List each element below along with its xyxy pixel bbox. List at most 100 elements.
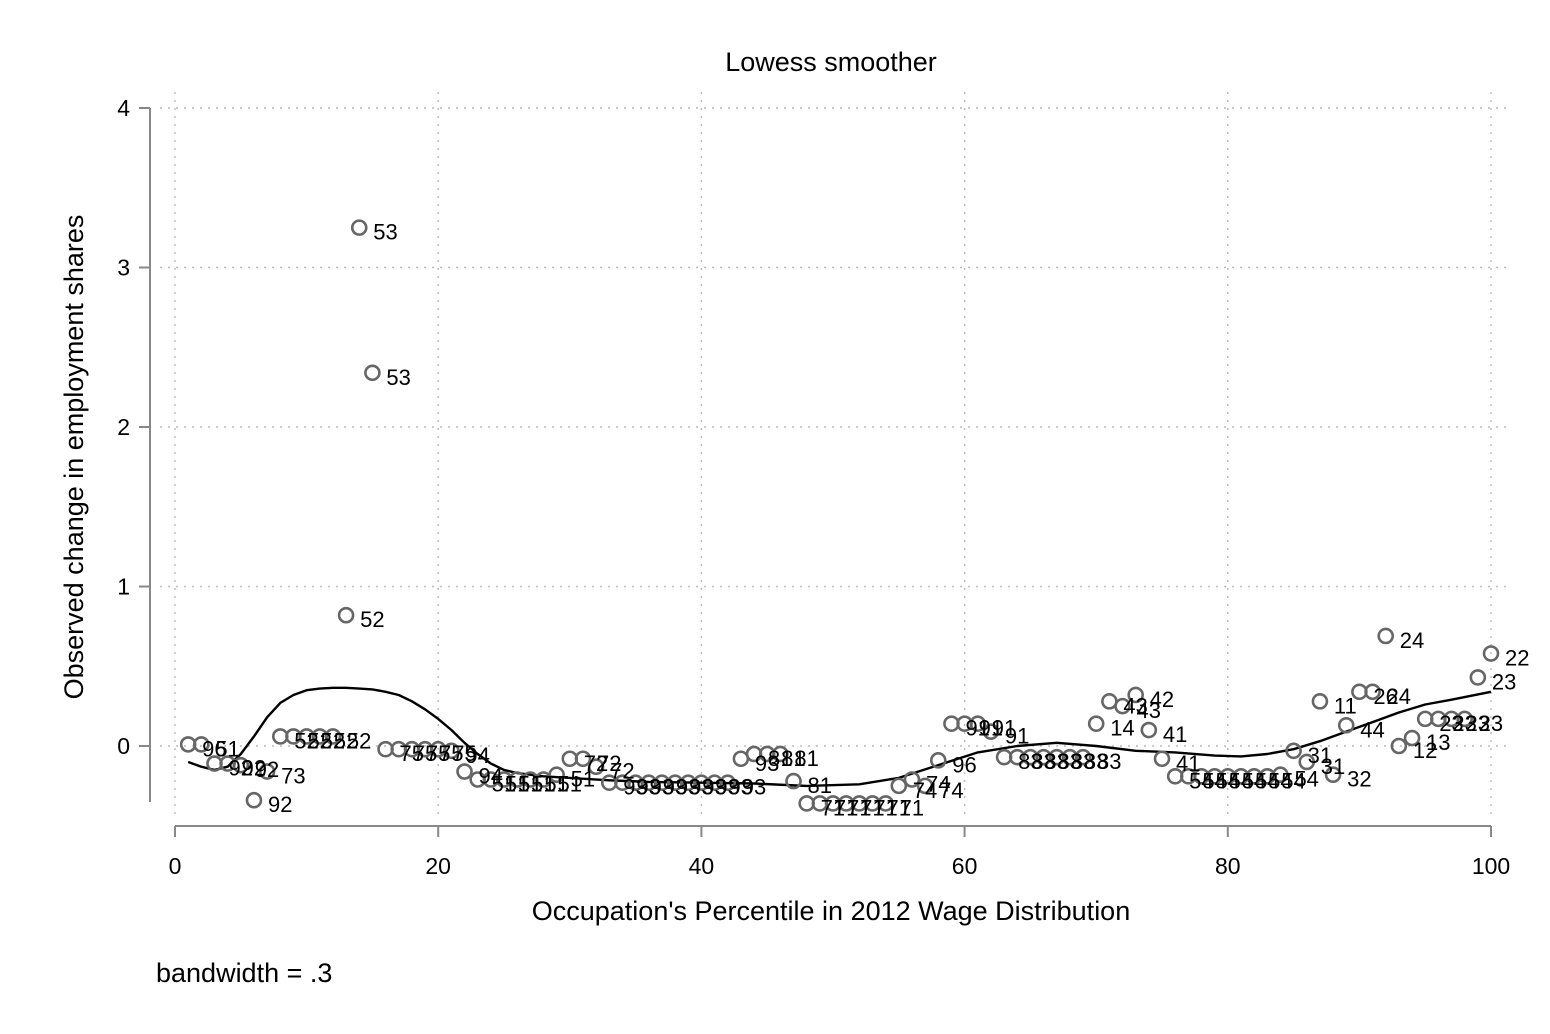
data-point-label: 51 — [544, 771, 568, 796]
data-point-label: 23 — [1452, 711, 1476, 736]
data-point — [1114, 697, 1131, 715]
data-point-label: 93 — [702, 775, 726, 800]
data-point-label: 52 — [307, 728, 331, 753]
y-tick-label: 2 — [117, 414, 130, 440]
data-point — [193, 736, 210, 753]
data-point-label: 43 — [1123, 693, 1147, 718]
data-point — [337, 606, 355, 624]
data-point — [1140, 721, 1158, 739]
data-point-label: 91 — [1005, 724, 1029, 749]
lowess-smoother-line — [187, 686, 1492, 788]
y-tick-label: 1 — [117, 574, 130, 600]
data-point-label: 24 — [1387, 684, 1411, 709]
data-point-label: 43 — [1137, 698, 1161, 723]
data-point-label: 83 — [1031, 749, 1055, 774]
data-point-label: 71 — [886, 795, 910, 820]
data-point-label: 93 — [663, 775, 687, 800]
data-point-label: 83 — [1058, 749, 1082, 774]
data-point — [587, 758, 605, 776]
x-tick-label: 40 — [689, 853, 715, 879]
data-point-label: 11 — [1334, 693, 1357, 718]
data-point-label: 71 — [834, 795, 858, 820]
data-point-label: 83 — [1044, 749, 1068, 774]
data-point-label: 71 — [860, 795, 884, 820]
data-point-label: 54 — [1202, 768, 1226, 793]
data-point-label: 52 — [347, 728, 371, 753]
x-tick-label: 60 — [952, 853, 978, 879]
data-point-label: 91 — [979, 716, 1003, 741]
data-point-label: 54 — [1215, 768, 1239, 793]
data-point-label: 93 — [689, 775, 713, 800]
data-point-label: 83 — [1084, 749, 1108, 774]
data-point-label: 73 — [281, 764, 305, 789]
data-point-label: 51 — [492, 771, 516, 796]
data-point-label: 91 — [965, 716, 989, 741]
data-point-label: 12 — [1413, 738, 1437, 763]
data-point-label: 96 — [952, 752, 976, 777]
data-point-label: 83 — [1097, 749, 1121, 774]
data-point — [1298, 753, 1316, 771]
data-point-label: 75 — [400, 741, 424, 766]
data-point — [1087, 715, 1105, 732]
data-point — [929, 752, 947, 769]
data-point-label: 23 — [1492, 669, 1516, 694]
data-point-label: 24 — [1400, 628, 1424, 653]
data-point-label: 71 — [821, 795, 845, 820]
data-point-label: 51 — [215, 736, 239, 761]
x-tick-label: 100 — [1472, 853, 1510, 879]
axes — [139, 107, 1492, 837]
data-point — [324, 728, 342, 745]
data-point — [350, 219, 368, 236]
data-point-label: 93 — [715, 775, 739, 800]
data-point-label: 41 — [1163, 722, 1187, 747]
data-point-label: 31 — [1308, 743, 1332, 768]
data-point — [1364, 683, 1381, 701]
data-point — [1482, 645, 1500, 662]
data-point-label: 42 — [1150, 687, 1174, 712]
data-point-label: 93 — [729, 775, 753, 800]
data-point — [258, 763, 276, 780]
data-point-label: 72 — [597, 751, 621, 776]
data-point-label: 93 — [623, 775, 647, 800]
data-point — [232, 756, 250, 774]
data-point-label: 92 — [242, 756, 266, 781]
data-point-label: 54 — [1189, 768, 1213, 793]
data-point — [719, 774, 737, 791]
data-point — [1153, 750, 1171, 768]
data-point-label: 53 — [373, 220, 397, 245]
data-point-label: 51 — [531, 771, 555, 796]
data-point — [890, 777, 908, 795]
data-point — [456, 763, 473, 780]
data-point-label: 71 — [847, 795, 871, 820]
data-point — [1272, 766, 1289, 784]
data-point-label: 92 — [228, 756, 252, 781]
point-labels: 9651929292927352525252525253537575757575… — [202, 220, 1529, 821]
data-point — [1337, 716, 1355, 734]
data-point-label: 75 — [439, 741, 463, 766]
chart-title: Lowess smoother — [725, 47, 937, 77]
data-point — [1456, 710, 1473, 728]
data-point-label: 71 — [900, 795, 924, 820]
data-point-label: 52 — [334, 728, 358, 753]
data-point-label: 75 — [452, 741, 476, 766]
data-point-label: 23 — [1466, 711, 1490, 736]
data-point-label: 14 — [1110, 716, 1134, 741]
data-point-label: 96 — [202, 736, 226, 761]
data-point — [1469, 669, 1487, 686]
data-point-label: 93 — [742, 775, 766, 800]
data-point — [785, 772, 802, 790]
data-point-label: 81 — [768, 746, 792, 771]
data-point-label: 75 — [413, 741, 437, 766]
data-point-label: 72 — [610, 759, 634, 784]
data-point-label: 53 — [386, 365, 410, 390]
data-point-label: 51 — [518, 771, 542, 796]
data-point — [916, 777, 934, 795]
data-point — [903, 771, 921, 788]
data-point-label: 94 — [479, 764, 503, 789]
data-point-label: 41 — [1176, 751, 1200, 776]
data-point — [1311, 693, 1329, 710]
data-point — [574, 750, 592, 768]
data-point-label: 54 — [1255, 768, 1279, 793]
